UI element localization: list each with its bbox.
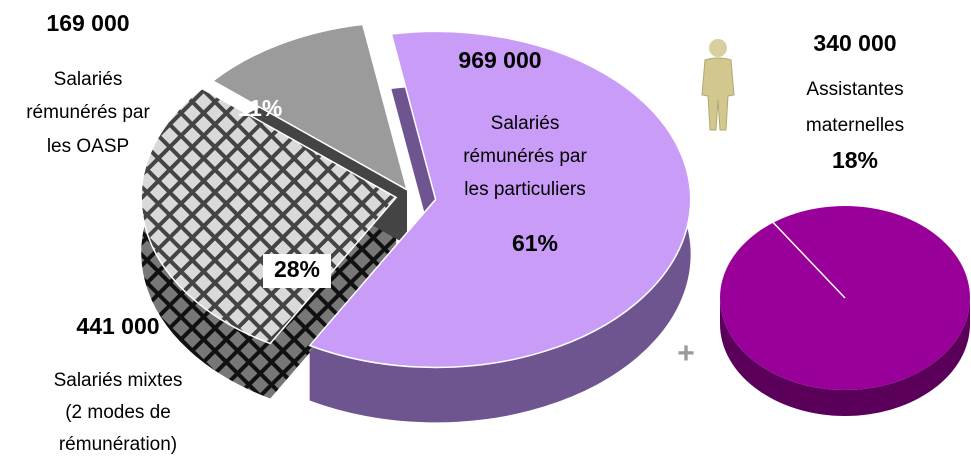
pie-side	[309, 31, 691, 423]
value-label: 61%	[512, 230, 558, 256]
value-label: 18%	[832, 147, 878, 173]
category-label: maternelles	[806, 115, 904, 136]
category-label: Salariés	[491, 113, 560, 134]
category-label: rémunération)	[59, 434, 177, 455]
pie-slice	[308, 30, 692, 369]
person-icon	[701, 39, 735, 131]
pie-slice	[211, 23, 409, 192]
labels: 969 000 Salariés rémunérés par les particul…	[26, 10, 904, 455]
pie-tops	[140, 23, 970, 390]
category-label: (2 modes de	[65, 402, 171, 423]
count-label: 969 000	[458, 47, 541, 73]
label-box	[263, 254, 331, 288]
category-label: les OASP	[47, 136, 129, 157]
pie-slice	[140, 87, 398, 345]
category-label: Salariés mixtes	[54, 370, 183, 391]
slice-edge	[772, 222, 846, 299]
pie-side	[720, 298, 970, 416]
connector: +	[677, 337, 695, 370]
category-label: rémunérés par	[463, 146, 587, 167]
count-label: 441 000	[76, 313, 159, 339]
value-label: 11%	[238, 95, 283, 121]
category-label: Salariés	[54, 69, 123, 90]
category-label: rémunérés par	[26, 102, 150, 123]
count-label: 340 000	[813, 30, 896, 56]
category-label: Assistantes	[806, 79, 903, 100]
category-label: les particuliers	[464, 179, 585, 200]
count-label: 169 000	[46, 10, 129, 36]
value-label: 28%	[274, 256, 320, 282]
